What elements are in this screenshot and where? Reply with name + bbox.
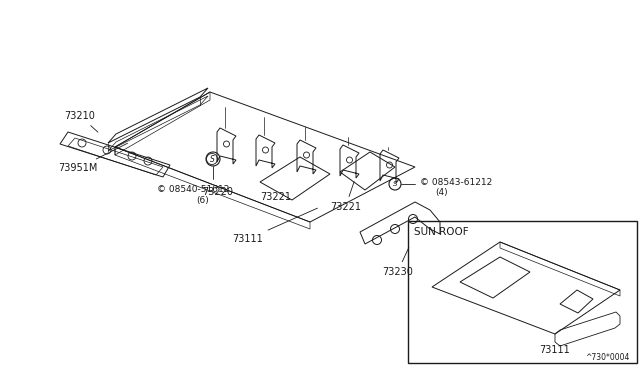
Text: SUN ROOF: SUN ROOF — [414, 227, 469, 237]
Text: ^730*0004: ^730*0004 — [586, 353, 630, 362]
Text: 73951M: 73951M — [59, 143, 127, 173]
Text: 73111: 73111 — [232, 208, 317, 244]
Bar — [408, 221, 637, 363]
Text: © 08543-61212: © 08543-61212 — [420, 177, 492, 186]
Text: © 08540-51612: © 08540-51612 — [157, 185, 229, 194]
Text: (4): (4) — [435, 187, 447, 196]
Text: 73220: 73220 — [202, 187, 234, 197]
Text: 73221: 73221 — [260, 192, 291, 202]
Text: 73230: 73230 — [382, 247, 413, 277]
Text: (6): (6) — [196, 196, 209, 205]
Text: S: S — [393, 181, 397, 187]
Text: 73221: 73221 — [330, 182, 361, 212]
Text: 73210: 73210 — [65, 111, 98, 132]
Text: 73111: 73111 — [540, 345, 570, 355]
Text: S: S — [209, 154, 214, 164]
